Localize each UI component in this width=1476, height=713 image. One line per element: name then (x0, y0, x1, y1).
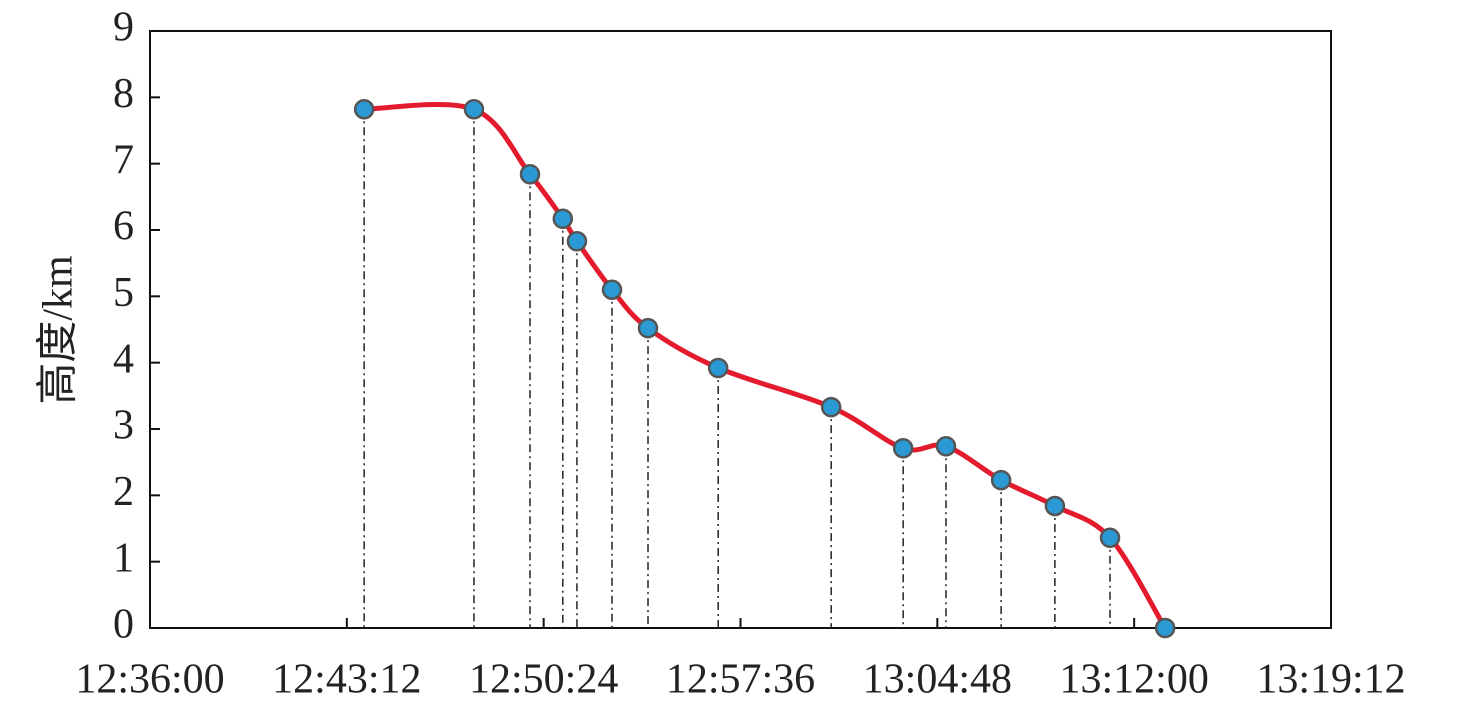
y-tick-label: 0 (113, 602, 134, 648)
marker (637, 317, 659, 339)
line (364, 101, 1168, 630)
marker (1099, 527, 1121, 549)
x-tick-label: 12:50:24 (469, 657, 618, 703)
y-tick-label: 2 (113, 469, 134, 515)
y-tick-label: 5 (113, 270, 134, 316)
y-tick-label: 8 (113, 71, 134, 117)
marker (935, 435, 957, 457)
x-tick-label: 13:19:12 (1256, 657, 1405, 703)
y-tick-label: 7 (113, 137, 134, 183)
marker (519, 164, 541, 185)
x-tick-label: 13:04:48 (863, 657, 1012, 703)
marker (552, 208, 574, 229)
y-tick-label: 4 (113, 336, 134, 382)
plot-frame (149, 30, 1332, 629)
x-tick-label: 12:43:12 (272, 657, 421, 703)
marker (820, 396, 842, 418)
marker (707, 357, 729, 379)
y-tick-label: 3 (113, 403, 134, 449)
marker (566, 231, 588, 252)
marker (353, 99, 375, 120)
x-tick-label: 12:57:36 (666, 657, 815, 703)
marker (463, 99, 485, 120)
marker (1154, 617, 1176, 639)
x-tick-label: 13:12:00 (1059, 657, 1208, 703)
marker (990, 469, 1012, 491)
y-tick-label: 9 (113, 5, 134, 51)
marker (1044, 495, 1066, 517)
x-tick-label: 12:36:00 (75, 657, 224, 703)
y-tick-label: 1 (113, 535, 134, 581)
y-axis-label: 高度/km (36, 255, 82, 405)
y-tick-label: 6 (113, 204, 134, 250)
marker (601, 279, 623, 300)
marker (892, 437, 914, 459)
